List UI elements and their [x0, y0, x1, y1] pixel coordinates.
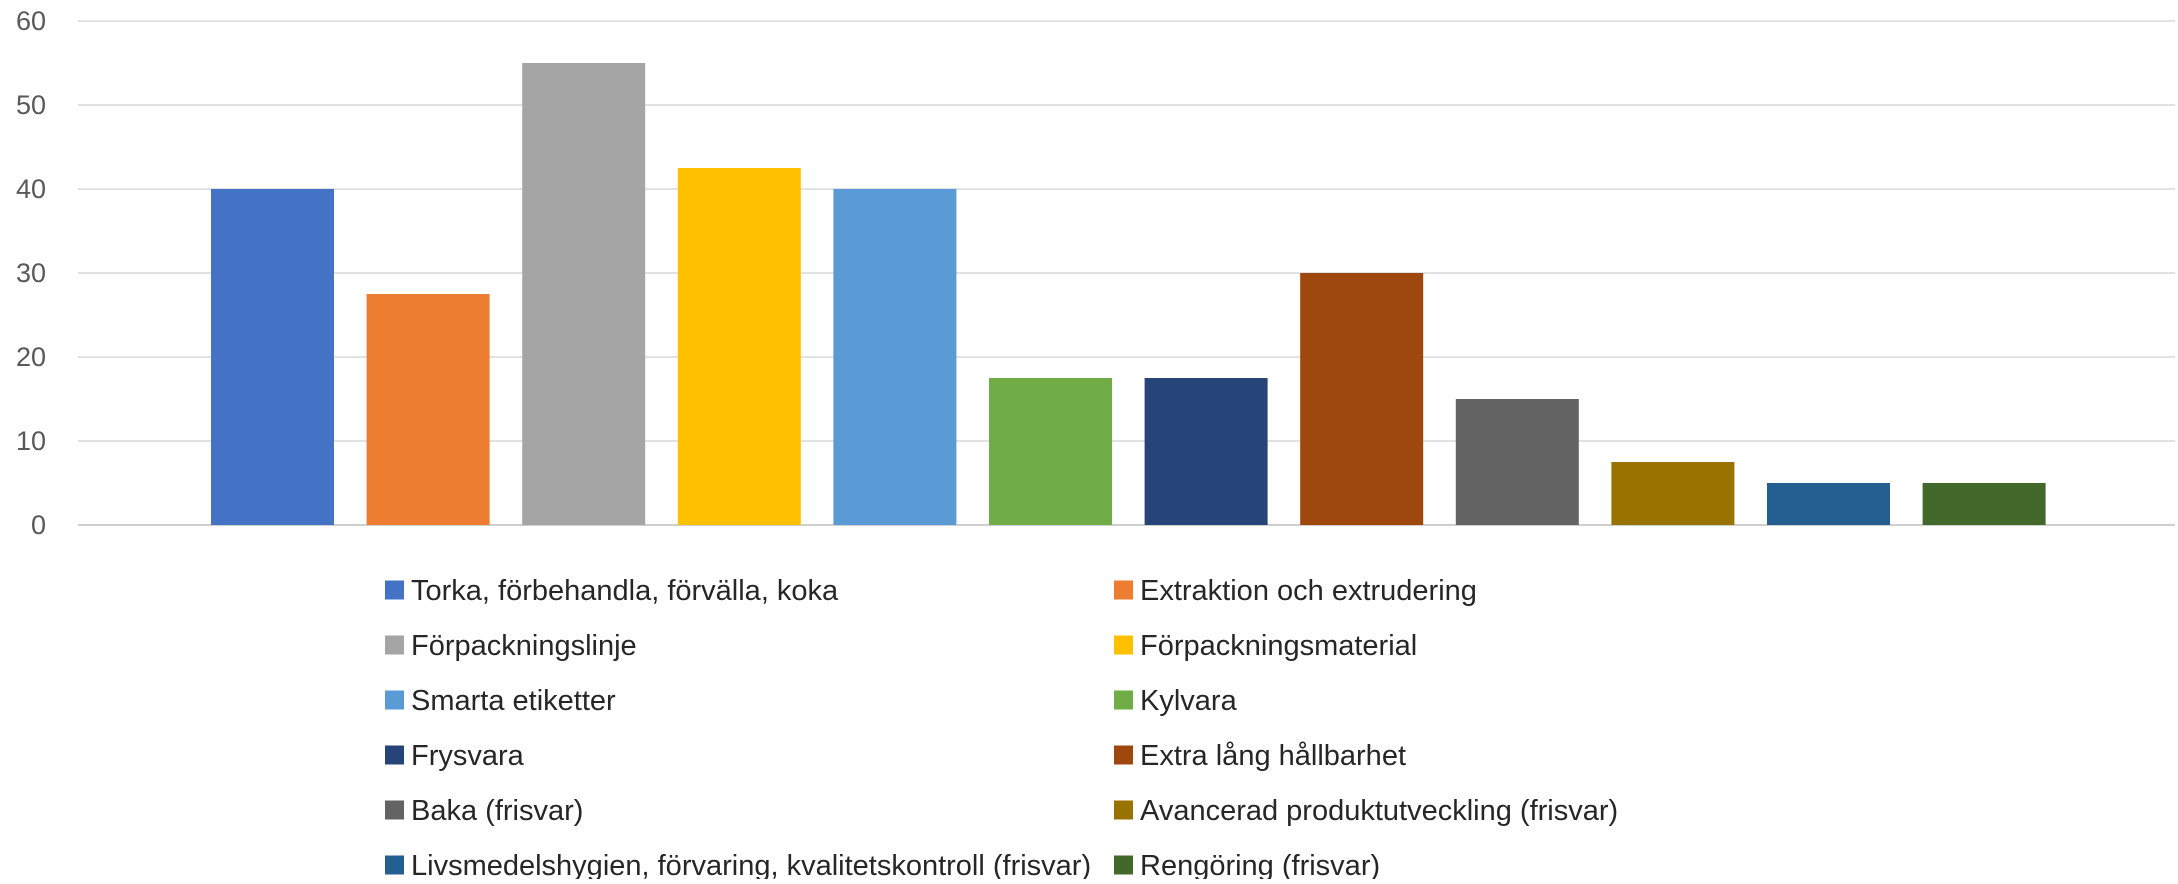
legend-item-5: Smarta etiketter [385, 685, 616, 717]
legend-item-10: Avancerad produktutveckling (frisvar) [1114, 795, 1618, 827]
legend-label: Avancerad produktutveckling (frisvar) [1140, 795, 1618, 827]
bar-10 [1611, 462, 1735, 525]
legend-swatch [385, 800, 404, 820]
legend: Torka, förbehandla, förvälla, koka Extrak… [385, 575, 1618, 882]
legend-item-8: Extra lång hållbarhet [1114, 740, 1406, 772]
legend-label: Extraktion och extrudering [1140, 575, 1477, 607]
bar-7 [1144, 378, 1268, 525]
legend-item-9: Baka (frisvar) [385, 795, 583, 827]
legend-swatch [385, 855, 404, 875]
legend-swatch [1114, 580, 1133, 600]
bar-12 [1922, 483, 2046, 525]
bar-11 [1767, 483, 1890, 525]
legend-swatch [1114, 635, 1133, 655]
legend-swatch [385, 635, 404, 655]
bars [211, 63, 2046, 525]
legend-label: Extra lång hållbarhet [1140, 740, 1406, 772]
bar-2 [366, 294, 490, 525]
y-axis-ticks: 0 10 20 30 40 50 60 [16, 6, 46, 540]
bar-5 [833, 189, 957, 525]
y-tick-label: 30 [16, 258, 46, 288]
legend-swatch [385, 745, 404, 765]
bar-6 [989, 378, 1112, 525]
legend-item-11: Livsmedelshygien, förvaring, kvalitetsko… [385, 850, 1091, 882]
legend-label: Torka, förbehandla, förvälla, koka [411, 575, 839, 607]
y-tick-label: 60 [16, 6, 46, 36]
bar-1 [211, 189, 334, 525]
legend-label: Baka (frisvar) [411, 795, 583, 827]
legend-label: Livsmedelshygien, förvaring, kvalitetsko… [411, 850, 1091, 879]
legend-item-4: Förpackningsmaterial [1114, 630, 1417, 662]
legend-label: Smarta etiketter [411, 685, 616, 717]
legend-item-6: Kylvara [1114, 685, 1238, 717]
legend-item-3: Förpackningslinje [385, 630, 637, 662]
legend-item-1: Torka, förbehandla, förvälla, koka [385, 575, 839, 607]
legend-swatch [1114, 800, 1133, 820]
legend-label: Förpackningsmaterial [1140, 630, 1417, 662]
legend-swatch [1114, 745, 1133, 765]
y-tick-label: 0 [31, 510, 46, 540]
legend-swatch [385, 580, 404, 600]
y-tick-label: 20 [16, 342, 46, 372]
legend-label: Förpackningslinje [411, 630, 637, 662]
y-tick-label: 40 [16, 174, 46, 204]
legend-item-7: Frysvara [385, 740, 525, 772]
y-tick-label: 10 [16, 426, 46, 456]
legend-swatch [1114, 690, 1133, 710]
y-tick-label: 50 [16, 90, 46, 120]
bar-3 [522, 63, 646, 525]
legend-item-12: Rengöring (frisvar) [1114, 850, 1380, 882]
bar-9 [1455, 399, 1579, 525]
legend-label: Kylvara [1140, 685, 1238, 717]
bar-8 [1300, 273, 1424, 525]
bar-4 [677, 168, 801, 525]
legend-swatch [1114, 855, 1133, 875]
legend-swatch [385, 690, 404, 710]
legend-item-2: Extraktion och extrudering [1114, 575, 1477, 607]
legend-label: Frysvara [411, 740, 525, 772]
legend-label: Rengöring (frisvar) [1140, 850, 1380, 879]
